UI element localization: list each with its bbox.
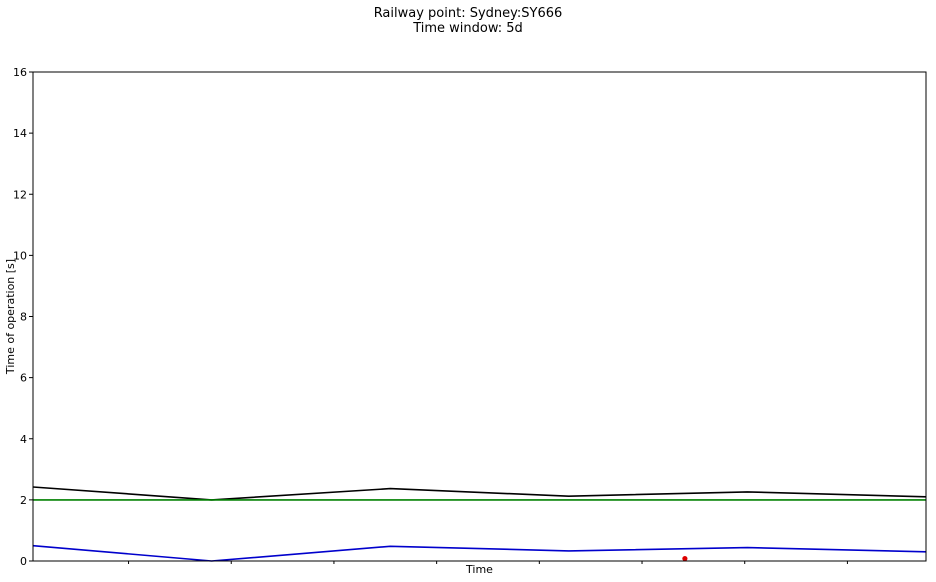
y-tick-label: 12	[13, 188, 27, 201]
x-ticks	[128, 561, 848, 564]
series-line-0	[32, 486, 927, 501]
data-point-0	[682, 555, 688, 562]
y-tick-label: 14	[13, 127, 27, 140]
series-line-2	[32, 544, 927, 562]
axes-frame	[32, 71, 927, 562]
y-tick-label: 10	[13, 249, 27, 262]
chart-subtitle: Time window: 5d	[413, 21, 523, 36]
y-tick-label: 16	[13, 66, 27, 79]
y-tick-label: 4	[20, 433, 27, 446]
x-axis-label: Time	[465, 563, 493, 576]
chart-title: Railway point: Sydney:SY666	[373, 6, 563, 21]
y-tick-label: 8	[20, 311, 27, 324]
series-layer	[32, 486, 927, 562]
y-ticks: 0 2 4 6 8 10 12 14 16	[13, 66, 33, 568]
y-axis-label: Time of operation [s]	[4, 259, 17, 375]
y-tick-label: 6	[20, 372, 27, 385]
y-tick-label: 0	[20, 555, 27, 568]
y-tick-label: 2	[20, 494, 27, 507]
